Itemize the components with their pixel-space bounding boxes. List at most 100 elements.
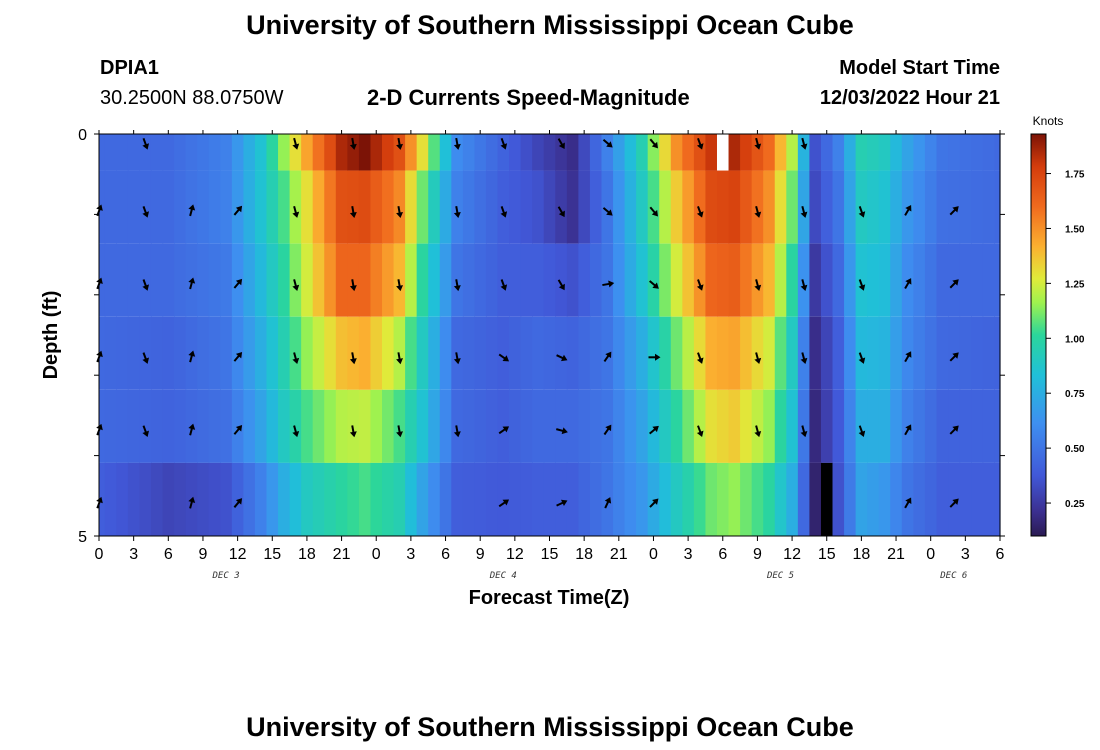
heatmap-cell (162, 134, 175, 171)
heatmap-cell (948, 243, 961, 317)
current-arrow (649, 425, 659, 435)
heatmap-cell (774, 243, 787, 317)
heatmap-cell (324, 134, 337, 171)
heatmap-cell (393, 134, 406, 171)
x-axis: 0 3 6 9 12 15 18 21 0 3 6 9 12 15 18 21 0 3 6 9 12 15 18 21 0 3 6 D… (95, 130, 1005, 581)
heatmap-cell (243, 170, 256, 244)
heatmap-cell (393, 316, 406, 390)
heatmap-cell (162, 462, 175, 536)
heatmap-cell (878, 170, 891, 244)
heatmap-cell (913, 170, 926, 244)
heatmap-cell (254, 316, 268, 390)
heatmap-cell (797, 170, 810, 244)
heatmap-cell (220, 134, 233, 171)
current-arrow (233, 278, 243, 289)
heatmap-cell (208, 389, 221, 463)
heatmap-cell (924, 134, 938, 171)
heatmap-cell (497, 316, 510, 390)
heatmap-cell (208, 170, 221, 244)
heatmap-cell (324, 316, 337, 390)
heatmap-cell (890, 134, 903, 171)
heatmap-cell (971, 134, 984, 171)
heatmap-cell (878, 243, 891, 317)
heatmap-cell (520, 243, 533, 317)
day-label: DEC 4 (489, 571, 517, 581)
heatmap-cell (416, 243, 429, 317)
heatmap-cell (636, 170, 649, 244)
heatmap-cell (566, 170, 579, 244)
heatmap-cell (797, 316, 810, 390)
heatmap-cell (994, 462, 1001, 536)
heatmap-cell (924, 243, 938, 317)
current-arrow (292, 425, 300, 438)
x-tick-label: 21 (610, 546, 628, 563)
heatmap-cell (99, 462, 106, 536)
chart-subtitle: 2-D Currents Speed-Magnitude (367, 85, 690, 110)
heatmap-cell (740, 389, 753, 463)
heatmap-cell (936, 170, 949, 244)
heatmap-cell (682, 316, 695, 390)
heatmap-cell (220, 316, 233, 390)
model-start-time: 12/03/2022 Hour 21 (819, 87, 1000, 109)
heatmap-cell (416, 462, 429, 536)
heatmap-cell (474, 389, 487, 463)
heatmap-cell (589, 389, 603, 463)
current-arrow (292, 137, 300, 150)
heatmap-cell (312, 462, 325, 536)
current-arrow (949, 425, 959, 435)
y-tick-label: 0 (78, 127, 87, 144)
current-arrow (904, 497, 912, 509)
heatmap-cell (948, 389, 961, 463)
heatmap-cell (774, 389, 787, 463)
heatmap-cell (428, 389, 441, 463)
heatmap-cell (520, 134, 533, 171)
heatmap-cell (220, 170, 233, 244)
current-arrow (233, 205, 243, 216)
heatmap-cell (728, 316, 741, 390)
heatmap-cell (566, 462, 579, 536)
heatmap-cell (370, 389, 383, 463)
heatmap-cell (693, 134, 707, 171)
heatmap-cell (566, 243, 579, 317)
heatmap-cell (497, 170, 510, 244)
heatmap-cell (890, 462, 903, 536)
heatmap-cell (197, 243, 210, 317)
heatmap-cell (150, 134, 164, 171)
heatmap-cell (485, 316, 499, 390)
current-arrow (556, 499, 568, 507)
heatmap-cell (231, 462, 244, 536)
heatmap-cell (104, 170, 117, 244)
x-tick-label: 0 (926, 546, 935, 563)
x-axis-title: Forecast Time(Z) (469, 587, 630, 609)
heatmap-cell (289, 389, 302, 463)
heatmap-cell (855, 389, 868, 463)
current-arrow (556, 427, 568, 435)
y-axis: 05 (78, 127, 1005, 546)
heatmap-cell (728, 462, 741, 536)
heatmap-cell (358, 134, 372, 171)
heatmap-cell (335, 316, 348, 390)
y-axis-title: Depth (ft) (40, 291, 62, 380)
heatmap-cell (959, 316, 972, 390)
heatmap-cell (301, 316, 314, 390)
heatmap-cell (266, 316, 279, 390)
current-arrow (349, 279, 357, 292)
current-arrow (188, 496, 196, 509)
current-arrow (453, 279, 461, 292)
heatmap-cell (670, 462, 683, 536)
heatmap-cell (139, 316, 152, 390)
heatmap-cell (613, 316, 626, 390)
heatmap-cell (301, 462, 314, 536)
x-tick-label: 6 (718, 546, 727, 563)
current-arrow (648, 353, 661, 361)
current-arrow (602, 139, 613, 148)
current-arrow (396, 206, 404, 218)
heatmap-cell (913, 389, 926, 463)
heatmap-cell (774, 462, 787, 536)
heatmap-cell (716, 134, 730, 171)
heatmap-cell (751, 243, 764, 317)
heatmap-cell (924, 462, 938, 536)
heatmap-cell (220, 389, 233, 463)
current-arrow (396, 425, 404, 438)
heatmap-cell (855, 170, 868, 244)
